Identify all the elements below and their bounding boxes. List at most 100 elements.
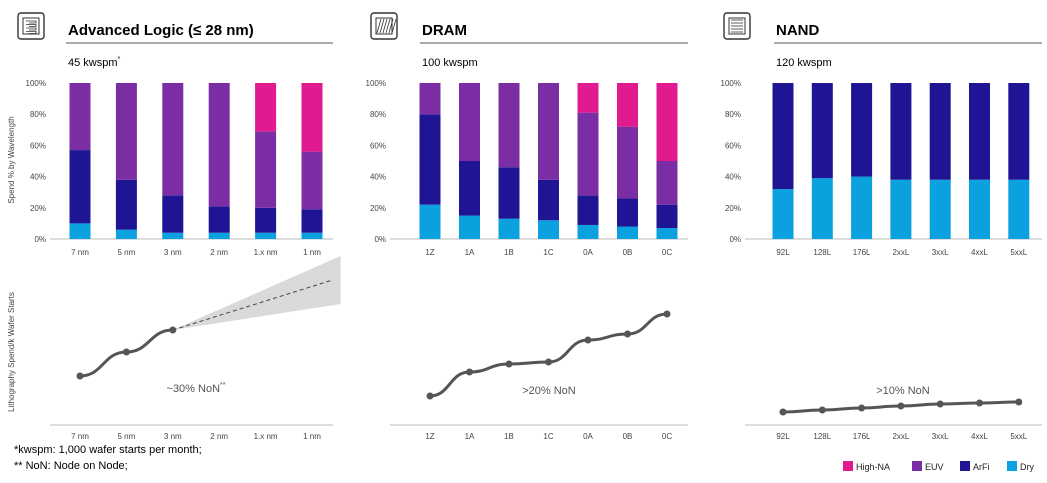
panel-3-bar-arfi xyxy=(929,83,951,180)
panel-1-capacity-mark: * xyxy=(118,56,121,63)
panel-2-trend-xtick: 0B xyxy=(623,432,633,441)
panel-2-ytick: 20% xyxy=(370,204,386,213)
panel-2-capacity: 100 kwspm xyxy=(422,57,478,69)
dram-chip-icon xyxy=(370,12,398,40)
dram-chip-icon-hatch xyxy=(382,18,388,34)
panel-2-trend-xtick: 0C xyxy=(662,432,672,441)
panel-2-trend-xtick: 1Z xyxy=(425,432,434,441)
panel-1-bar-euv xyxy=(208,83,230,207)
panel-3-trend-annotation: >10% NoN xyxy=(876,385,930,397)
panel-3-trend-xtick: 3xxL xyxy=(932,432,949,441)
panel-3-trend-xtick: 5xxL xyxy=(1010,432,1027,441)
panel-1-xtick: 2 nm xyxy=(210,248,228,257)
panel-2-title: DRAM xyxy=(422,22,467,39)
panel-3-bar-dry xyxy=(811,178,833,239)
legend-item-arfi: ArFi xyxy=(960,461,990,472)
panel-1-ytick: 40% xyxy=(30,173,46,182)
panel-1-xtick: 7 nm xyxy=(71,248,89,257)
panel-2-xtick: 1C xyxy=(543,248,553,257)
panel-2-ytick: 0% xyxy=(374,235,386,244)
panel-2-xtick: 0A xyxy=(583,248,593,257)
panel-1-projection-cone xyxy=(172,256,341,330)
panel-3-trend-point xyxy=(818,406,826,414)
panel-1-trend-xtick: 3 nm xyxy=(164,432,182,441)
panel-2-bar-high_na xyxy=(617,83,638,127)
panel-1-bar-high_na xyxy=(255,83,277,132)
legend-item-dry: Dry xyxy=(1007,461,1034,472)
panel-3-bar-arfi xyxy=(772,83,794,190)
panel-1-trend-xtick: 1 nm xyxy=(303,432,321,441)
panel-2-bar-arfi xyxy=(498,167,520,219)
panel-2-bar-arfi xyxy=(419,114,441,205)
panel-2-bar-euv xyxy=(656,161,678,205)
dram-chip-icon-hatch xyxy=(385,18,391,34)
logic-chip-icon-trace xyxy=(26,24,37,27)
panel-2-xtick: 1B xyxy=(504,248,514,257)
footnote-non: ** NoN: Node on Node; xyxy=(14,460,128,472)
panel-2-trend-point xyxy=(505,360,513,368)
panel-1-bar-euv xyxy=(255,131,277,208)
legend-swatch-high_na xyxy=(843,461,853,471)
logic-chip-icon-trace xyxy=(26,20,37,24)
panel-2-ytick: 100% xyxy=(366,79,386,88)
panel-3-trend-point xyxy=(1015,398,1023,406)
panel-2-trend-point xyxy=(624,330,631,338)
panel-3-xtick: 128L xyxy=(813,248,831,257)
panel-3-trend-xtick: 128L xyxy=(813,432,831,441)
panel-1-bar-arfi xyxy=(115,179,137,230)
panel-3-bar-dry xyxy=(969,179,990,239)
panel-2-trend-xtick: 1C xyxy=(543,432,553,441)
panel-3-bar-dry xyxy=(929,179,951,239)
panel-3-trend-point xyxy=(897,402,905,410)
panel-3-xtick: 92L xyxy=(776,248,790,257)
panel-3-trend-xtick: 92L xyxy=(776,432,790,441)
legend-item-euv: EUV xyxy=(912,461,944,472)
panel-2-bar-euv xyxy=(419,83,441,115)
panel-1-ytick: 80% xyxy=(30,110,46,119)
panel-1-bar-high_na xyxy=(301,83,323,152)
panel-2-trend-line xyxy=(429,312,668,398)
logic-chip-icon-trace xyxy=(26,27,37,31)
panel-2-trend-xtick: 1A xyxy=(465,432,475,441)
dram-chip-icon-hatch xyxy=(376,18,382,34)
panel-1-ytick: 20% xyxy=(30,204,46,213)
panel-1-trend-xtick: 1.x nm xyxy=(254,432,278,441)
panel-2-bar-euv xyxy=(459,83,480,161)
panel-3-ytick: 0% xyxy=(729,235,741,244)
panel-2-ytick: 40% xyxy=(370,173,386,182)
panel-3-bar-arfi xyxy=(851,83,873,177)
panel-3-trend-point xyxy=(936,400,944,408)
panel-2-bar-dry xyxy=(656,228,678,239)
panel-3-trend-xtick: 4xxL xyxy=(971,432,988,441)
panel-2-bar-dry xyxy=(419,204,441,239)
panel-2-xtick: 1A xyxy=(465,248,475,257)
panel-3-ytick: 40% xyxy=(725,173,741,182)
panel-3-capacity: 120 kwspm xyxy=(776,57,832,69)
panel-2-bar-dry xyxy=(459,215,480,239)
panel-3-bar-arfi xyxy=(890,83,912,180)
panel-1-bar-euv xyxy=(115,83,137,180)
legend-swatch-dry xyxy=(1007,461,1017,471)
panel-1-bar-euv xyxy=(69,83,91,151)
panel-2-trend-point xyxy=(584,336,592,344)
panel-2-bar-dry xyxy=(498,218,520,239)
logic-chip-icon xyxy=(17,12,45,40)
panel-2-trend-xtick: 1B xyxy=(504,432,514,441)
panel-1-bar-euv xyxy=(301,151,323,210)
panel-3-trend-point xyxy=(779,408,787,416)
panel-3-ytick: 100% xyxy=(721,79,741,88)
legend-item-high_na: High-NA xyxy=(843,461,890,472)
panel-1-xtick: 1.x nm xyxy=(254,248,278,257)
panel-1-bar-euv xyxy=(162,83,184,196)
panel-2-bar-dry xyxy=(617,226,638,239)
panel-2-trend-point xyxy=(545,358,552,366)
panel-2-bar-dry xyxy=(538,220,559,239)
panel-2-bar-high_na xyxy=(577,83,599,113)
legend-swatch-euv xyxy=(912,461,922,471)
panel-2-bar-arfi xyxy=(577,195,599,225)
panel-2-xtick: 0C xyxy=(662,248,672,257)
panel-1-xtick: 5 nm xyxy=(118,248,136,257)
panel-3-bar-arfi xyxy=(1008,83,1030,180)
panel-1-bar-arfi xyxy=(162,195,184,233)
panel-1-title: Advanced Logic (≤ 28 nm) xyxy=(68,22,254,39)
